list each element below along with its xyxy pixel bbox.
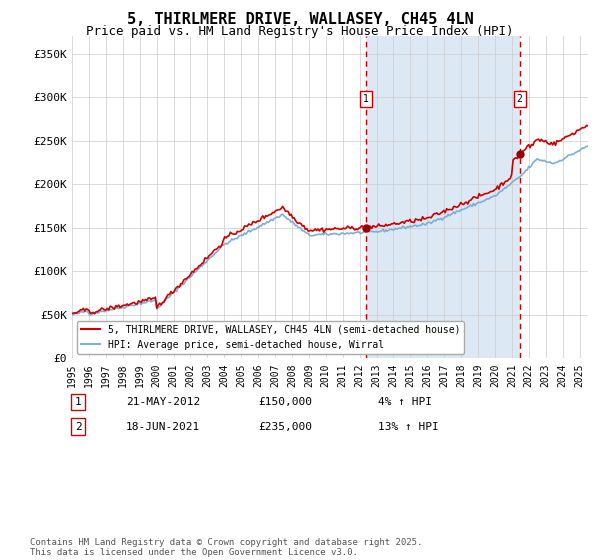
Text: 4% ↑ HPI: 4% ↑ HPI [378,397,432,407]
Text: 1: 1 [363,94,369,104]
Text: 18-JUN-2021: 18-JUN-2021 [126,422,200,432]
Text: Price paid vs. HM Land Registry's House Price Index (HPI): Price paid vs. HM Land Registry's House … [86,25,514,38]
Text: Contains HM Land Registry data © Crown copyright and database right 2025.
This d: Contains HM Land Registry data © Crown c… [30,538,422,557]
Text: £150,000: £150,000 [258,397,312,407]
Text: 2: 2 [74,422,82,432]
Text: £235,000: £235,000 [258,422,312,432]
Bar [366,36,520,358]
Text: 13% ↑ HPI: 13% ↑ HPI [378,422,439,432]
Text: 1: 1 [74,397,82,407]
Legend: 5, THIRLMERE DRIVE, WALLASEY, CH45 4LN (semi-detached house), HPI: Average price: 5, THIRLMERE DRIVE, WALLASEY, CH45 4LN (… [77,321,464,353]
Text: 21-MAY-2012: 21-MAY-2012 [126,397,200,407]
Text: 2: 2 [517,94,523,104]
Text: 5, THIRLMERE DRIVE, WALLASEY, CH45 4LN: 5, THIRLMERE DRIVE, WALLASEY, CH45 4LN [127,12,473,27]
